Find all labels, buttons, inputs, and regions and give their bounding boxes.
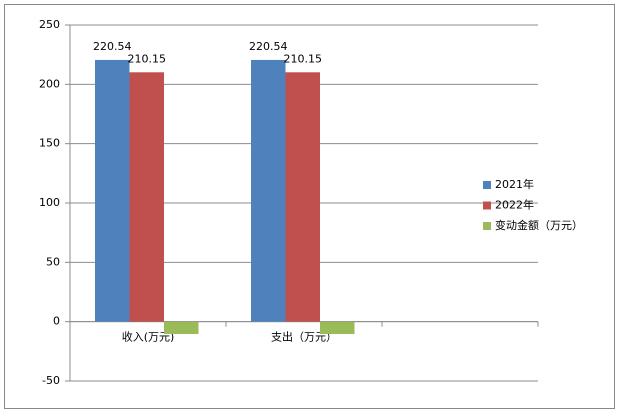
legend-label: 变动金额（万元） [495, 218, 583, 232]
legend-label: 2022年 [495, 198, 534, 212]
y-tick-label: 100 [39, 196, 60, 209]
data-label: 210.15 [128, 52, 167, 65]
bar [251, 59, 286, 322]
bar [285, 72, 320, 322]
x-tick-label: 收入(万元) [122, 330, 175, 344]
bar [164, 321, 199, 334]
data-label: 210.15 [284, 52, 323, 65]
legend-swatch [483, 181, 491, 189]
y-tick-label: -50 [42, 374, 60, 387]
legend-swatch [483, 222, 491, 230]
legend-swatch [483, 201, 491, 210]
bar [320, 321, 355, 334]
y-tick-label: 250 [39, 18, 60, 31]
bar [129, 72, 164, 322]
y-tick-label: 200 [39, 77, 60, 90]
bar [95, 59, 130, 322]
y-tick-label: 0 [53, 315, 60, 328]
data-label: 220.54 [93, 40, 132, 53]
y-tick-label: 50 [46, 255, 60, 268]
data-label: 220.54 [249, 40, 288, 53]
y-tick-label: 150 [39, 137, 60, 150]
legend-label: 2021年 [495, 177, 534, 191]
